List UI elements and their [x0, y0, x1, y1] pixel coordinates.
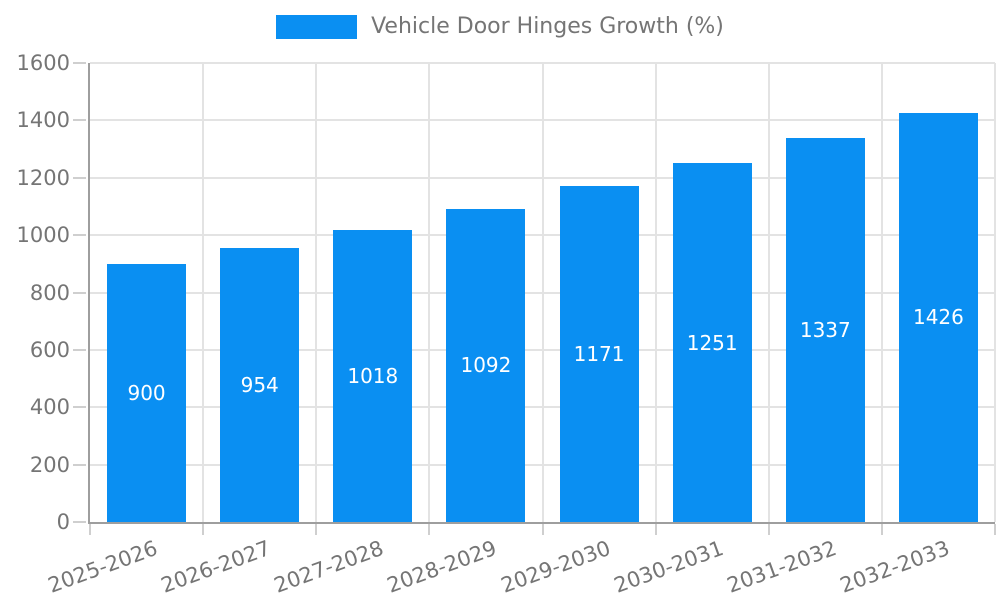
- bar: [560, 186, 639, 522]
- bar-value-label: 1092: [460, 353, 512, 378]
- y-axis-tick: [73, 234, 86, 237]
- x-axis-tick: [202, 524, 205, 535]
- bar: [673, 163, 752, 522]
- y-tick-label: 1400: [16, 108, 70, 133]
- x-tick-label: 2032-2033: [836, 536, 953, 598]
- legend-swatch: [276, 14, 358, 39]
- chart-legend: Vehicle Door Hinges Growth (%): [0, 14, 1000, 39]
- x-axis-tick: [880, 524, 883, 535]
- x-axis-tick: [654, 524, 657, 535]
- x-axis-tick: [428, 524, 431, 535]
- x-tick-label: 2028-2029: [384, 536, 501, 598]
- x-tick-label: 2026-2027: [158, 536, 274, 598]
- y-tick-label: 600: [29, 337, 70, 362]
- y-tick-label: 200: [29, 452, 70, 477]
- v-gridline: [994, 63, 996, 522]
- bar: [333, 230, 412, 522]
- y-tick-label: 400: [29, 395, 70, 420]
- bar: [899, 113, 978, 522]
- y-axis-tick: [73, 62, 86, 64]
- y-axis-tick: [73, 176, 86, 179]
- bar-value-label: 1171: [573, 342, 625, 367]
- x-axis-tick: [315, 524, 318, 535]
- v-gridline: [880, 63, 883, 522]
- x-axis-tick: [994, 524, 996, 535]
- v-gridline: [428, 63, 431, 522]
- bar: [446, 209, 525, 522]
- y-axis-tick: [73, 406, 86, 409]
- bar-value-label: 1018: [347, 363, 399, 388]
- x-axis-tick: [541, 524, 544, 535]
- y-axis-tick: [73, 291, 86, 294]
- v-gridline: [202, 63, 205, 522]
- x-tick-label: 2029-2030: [497, 536, 614, 598]
- bar: [220, 248, 299, 522]
- y-tick-label: 1200: [16, 165, 70, 190]
- x-tick-label: 2031-2032: [723, 536, 840, 598]
- v-gridline: [767, 63, 770, 522]
- x-tick-label: 2030-2031: [610, 536, 727, 598]
- bar-value-label: 1337: [799, 318, 851, 343]
- bar-value-label: 1426: [912, 305, 964, 330]
- y-axis-tick: [73, 463, 86, 466]
- y-axis-tick: [73, 119, 86, 122]
- y-tick-label: 0: [56, 510, 70, 534]
- bar: [786, 138, 865, 522]
- y-tick-label: 1600: [16, 51, 70, 75]
- bar: [107, 264, 186, 522]
- y-axis-tick: [73, 521, 86, 523]
- x-axis-tick: [767, 524, 770, 535]
- bar-value-label: 1251: [686, 330, 738, 355]
- v-gridline: [654, 63, 657, 522]
- x-tick-label: 2027-2028: [271, 536, 388, 598]
- y-tick-label: 1000: [16, 223, 70, 248]
- bar-value-label: 900: [127, 380, 166, 405]
- plot-area: 900 954 1018 1092 1171 1251 1337 1426: [73, 62, 996, 535]
- y-axis-tick: [73, 348, 86, 351]
- y-tick-label: 800: [29, 280, 70, 305]
- x-axis-tick: [89, 524, 91, 535]
- v-gridline: [315, 63, 318, 522]
- x-tick-label: 2025-2026: [44, 536, 161, 598]
- bar-value-label: 954: [240, 373, 279, 398]
- legend-label: Vehicle Door Hinges Growth (%): [371, 14, 724, 39]
- v-gridline: [541, 63, 544, 522]
